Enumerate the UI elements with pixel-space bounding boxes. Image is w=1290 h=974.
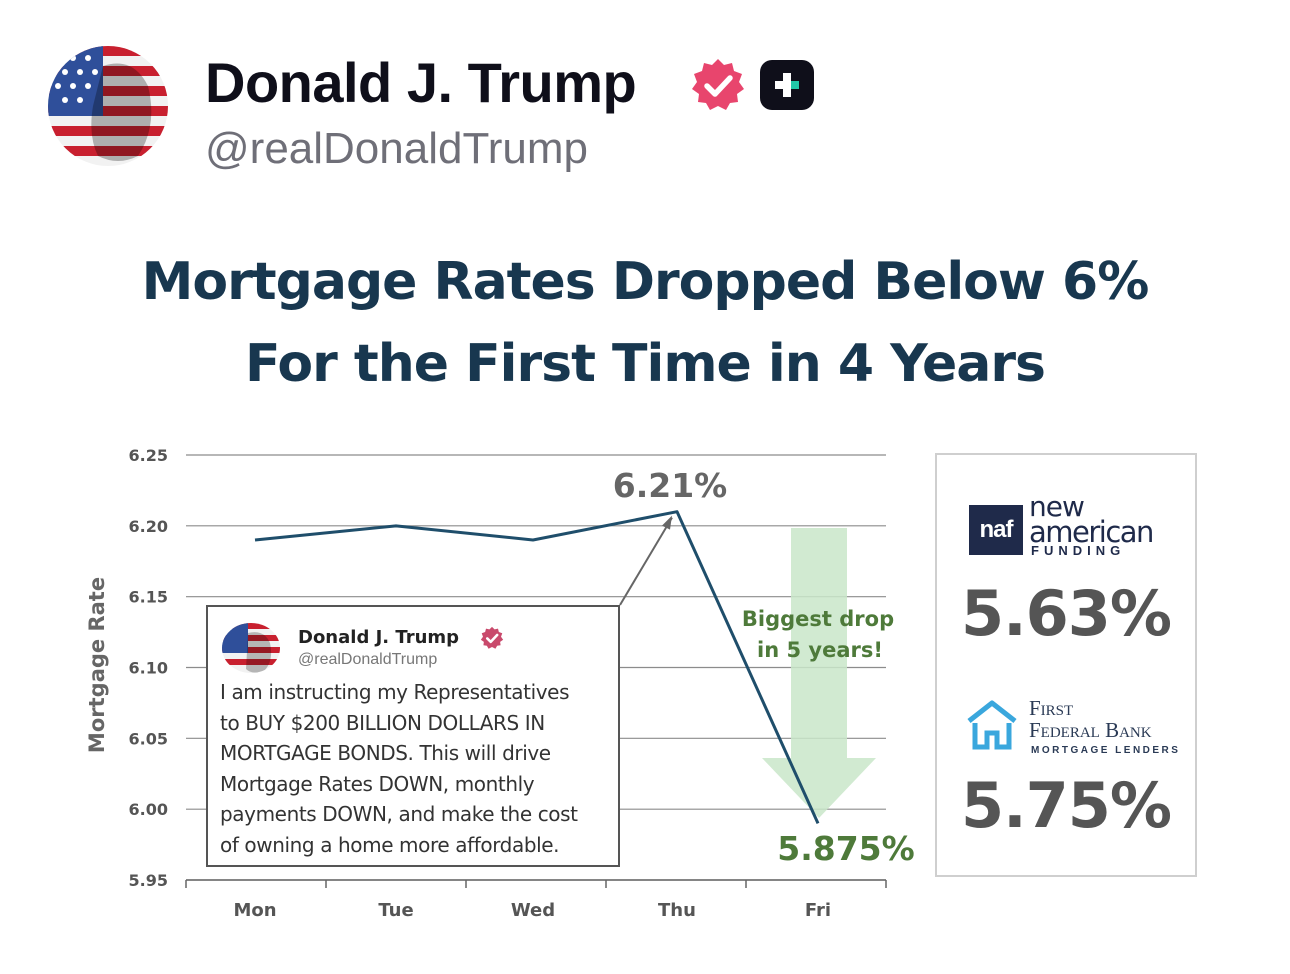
lender-rates-panel: naf new american FUNDING 5.63% First Fed… (935, 453, 1197, 877)
verified-badge-icon (692, 59, 744, 110)
series-line (254, 510, 820, 824)
ffb-name: First Federal Bank (1029, 697, 1152, 741)
headline-line-2: For the First Time in 4 Years (245, 334, 1046, 394)
y-tick-label: 6.05 (129, 729, 168, 748)
embedded-text-line: to BUY $200 BILLION DOLLARS IN (220, 710, 545, 735)
low-label: 5.875% (777, 829, 914, 868)
embedded-handle: @realDonaldTrump (298, 651, 438, 668)
annotation-pointer (619, 517, 673, 606)
y-tick-label: 6.25 (129, 446, 168, 465)
embedded-text-line: MORTGAGE BONDS. This will drive (220, 741, 551, 765)
annotation-arrowhead (662, 515, 672, 530)
post-header: Donald J. Trump @realDonaldTrump (0, 0, 1290, 200)
naf-name-sub: FUNDING (1031, 543, 1126, 558)
x-tick-label: Wed (511, 900, 555, 921)
x-tick-label: Thu (658, 900, 696, 921)
y-tick-label: 6.10 (129, 659, 168, 678)
embedded-text-line: of owning a home more affordable. (220, 832, 560, 857)
x-tick-label: Fri (805, 900, 831, 921)
avatar[interactable] (48, 46, 168, 166)
drop-note-line-2: in 5 years! (757, 638, 883, 662)
ffb-name-sub: MORTGAGE LENDERS (1031, 745, 1181, 756)
embedded-post: Donald J. Trump @realDonaldTrump I am in… (206, 605, 620, 867)
embedded-text-line: payments DOWN, and make the cost (220, 802, 578, 826)
naf-name-top: new (1029, 490, 1085, 523)
embedded-text-line: I am instructing my Representatives (220, 680, 570, 704)
flag-portrait-icon (48, 46, 168, 166)
display-name[interactable]: Donald J. Trump (205, 51, 637, 114)
naf-name-main: american (1029, 515, 1154, 549)
embedded-display-name: Donald J. Trump (298, 627, 460, 648)
y-tick-label: 6.20 (129, 517, 168, 536)
x-tick-label: Mon (233, 900, 276, 921)
drop-arrow (762, 528, 876, 818)
headline-line-1: Mortgage Rates Dropped Below 6% (141, 252, 1150, 312)
ffb-name-line-2: Federal Bank (1029, 718, 1152, 742)
embedded-verified-icon (480, 626, 504, 649)
y-axis-label: Mortgage Rate (85, 577, 109, 753)
ffb-name-line-1: First (1029, 696, 1074, 720)
embedded-post-text: I am instructing my Representatives to B… (220, 677, 616, 860)
plus-badge-icon (760, 60, 814, 110)
drop-note-line-1: Biggest drop (742, 607, 894, 631)
handle[interactable]: @realDonaldTrump (205, 124, 588, 173)
embedded-avatar (222, 623, 280, 673)
naf-rate: 5.63% (960, 577, 1172, 650)
y-tick-label: 6.00 (129, 800, 168, 819)
naf-logo-mark: naf (969, 505, 1023, 555)
peak-label: 6.21% (613, 466, 728, 505)
mortgage-rate-chart: 6.25 6.20 6.15 6.10 6.05 6.00 5.95 Mon Tue Wed Thu… (85, 446, 915, 921)
ffb-rate: 5.75% (960, 769, 1172, 842)
house-icon (967, 700, 1017, 750)
x-tick-label: Tue (378, 900, 413, 921)
y-tick-label: 6.15 (129, 588, 168, 607)
y-tick-label: 5.95 (129, 871, 168, 890)
embedded-text-line: Mortgage Rates DOWN, monthly (220, 771, 535, 796)
